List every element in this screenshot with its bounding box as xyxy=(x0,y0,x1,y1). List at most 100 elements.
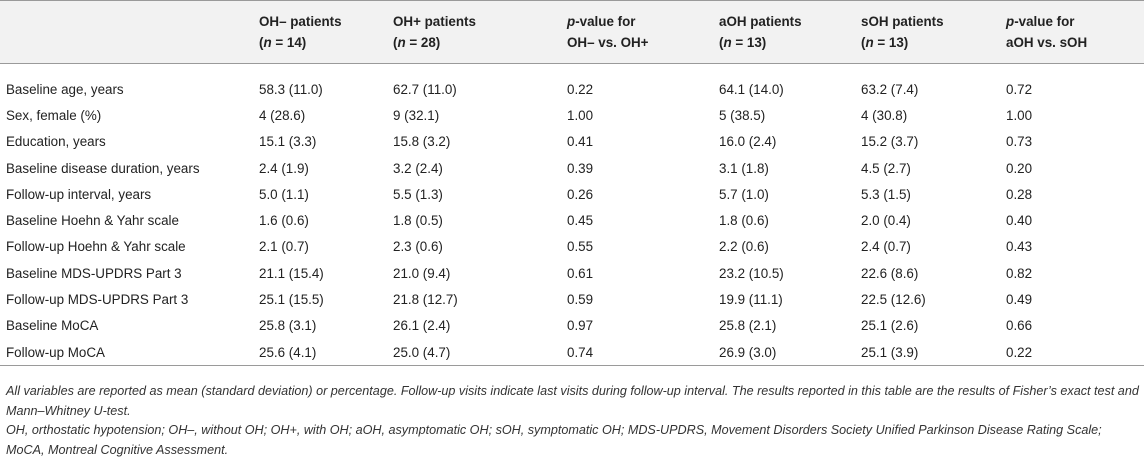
cell-p-aoh-soh: 0.82 xyxy=(1006,265,1033,281)
cell-p-aoh-soh: 0.43 xyxy=(1006,239,1033,255)
cell-oh-minus: 25.1 (15.5) xyxy=(259,292,324,308)
cell-p-aoh-soh: 0.66 xyxy=(1006,318,1033,334)
cell-oh-plus: 2.3 (0.6) xyxy=(393,239,443,255)
cell-p-oh: 0.61 xyxy=(567,265,594,281)
cell-soh: 63.2 (7.4) xyxy=(861,81,919,97)
cell-p-aoh-soh: 0.73 xyxy=(1006,134,1033,150)
cell-oh-plus: 62.7 (11.0) xyxy=(393,81,457,97)
cell-oh-plus: 26.1 (2.4) xyxy=(393,318,451,334)
cell-aoh: 19.9 (11.1) xyxy=(719,292,783,308)
cell-soh: 15.2 (3.7) xyxy=(861,134,919,150)
header-oh-minus: OH– patients (n = 14) xyxy=(253,0,387,64)
cell-soh: 5.3 (1.5) xyxy=(861,186,911,202)
cell-p-aoh-soh: 0.40 xyxy=(1006,213,1033,229)
header-variable xyxy=(0,0,253,64)
cell-soh: 4.5 (2.7) xyxy=(861,160,911,176)
cell-aoh: 23.2 (10.5) xyxy=(719,265,784,281)
cell-p-oh: 0.97 xyxy=(567,318,594,334)
cell-aoh: 1.8 (0.6) xyxy=(719,213,769,229)
cell-p-oh: 0.26 xyxy=(567,186,594,202)
cell-p-oh: 1.00 xyxy=(567,107,594,123)
header-soh: sOH patients (n = 13) xyxy=(855,0,1000,64)
cell-oh-plus: 1.8 (0.5) xyxy=(393,213,443,229)
cell-aoh: 3.1 (1.8) xyxy=(719,160,769,176)
footnote-abbreviations: OH, orthostatic hypotension; OH–, withou… xyxy=(6,423,1102,457)
cell-oh-plus: 25.0 (4.7) xyxy=(387,338,561,367)
cell-aoh: 25.8 (2.1) xyxy=(719,318,777,334)
cell-oh-plus: 21.8 (12.7) xyxy=(393,292,458,308)
cell-variable: Follow-up Hoehn & Yahr scale xyxy=(6,239,186,255)
cell-variable: Follow-up interval, years xyxy=(6,186,152,202)
cell-oh-minus: 1.6 (0.6) xyxy=(259,213,309,229)
cell-oh-minus: 25.6 (4.1) xyxy=(253,338,387,367)
cell-p-oh: 0.45 xyxy=(567,213,594,229)
cell-oh-minus: 2.1 (0.7) xyxy=(259,239,309,255)
cell-aoh: 5.7 (1.0) xyxy=(719,186,769,202)
cell-oh-minus: 58.3 (11.0) xyxy=(259,81,323,97)
cell-variable: Baseline disease duration, years xyxy=(6,160,200,176)
table-body: Baseline age, years 58.3 (11.0) 62.7 (11.0… xyxy=(0,64,1144,367)
cell-oh-minus: 4 (28.6) xyxy=(259,107,306,123)
cell-soh: 25.1 (3.9) xyxy=(855,338,1000,367)
table-row: Baseline MDS-UPDRS Part 3 21.1 (15.4) 21.0… xyxy=(0,260,1144,286)
cell-p-oh: 0.41 xyxy=(567,134,594,150)
table-row: Baseline disease duration, years 2.4 (1.9… xyxy=(0,155,1144,181)
cell-p-aoh-soh: 0.49 xyxy=(1006,292,1033,308)
header-aoh: aOH patients (n = 13) xyxy=(713,0,855,64)
table-footnotes: All variables are reported as mean (stan… xyxy=(6,382,1140,460)
cell-aoh: 64.1 (14.0) xyxy=(719,81,784,97)
cell-oh-plus: 21.0 (9.4) xyxy=(393,265,451,281)
cell-soh: 2.0 (0.4) xyxy=(861,213,911,229)
table-row: Follow-up Hoehn & Yahr scale 2.1 (0.7) 2.3… xyxy=(0,234,1144,260)
table-row: Follow-up MoCA 25.6 (4.1) 25.0 (4.7) 0.74 26… xyxy=(0,338,1144,367)
cell-variable: Education, years xyxy=(6,134,106,150)
table-header-row: OH– patients (n = 14) OH+ patients (n = … xyxy=(0,0,1144,64)
cell-oh-plus: 9 (32.1) xyxy=(393,107,440,123)
cell-variable: Baseline MDS-UPDRS Part 3 xyxy=(6,265,182,281)
cell-aoh: 26.9 (3.0) xyxy=(713,338,855,367)
cell-p-oh: 0.39 xyxy=(567,160,594,176)
header-oh-plus: OH+ patients (n = 28) xyxy=(387,0,561,64)
cell-p-oh: 0.22 xyxy=(567,81,594,97)
cell-oh-minus: 5.0 (1.1) xyxy=(259,186,309,202)
cell-soh: 22.6 (8.6) xyxy=(861,265,919,281)
cell-p-aoh-soh: 1.00 xyxy=(1006,107,1033,123)
table-row: Baseline Hoehn & Yahr scale 1.6 (0.6) 1.8 … xyxy=(0,207,1144,233)
cell-p-oh: 0.55 xyxy=(567,239,594,255)
cell-oh-minus: 21.1 (15.4) xyxy=(259,265,324,281)
cell-p-oh: 0.59 xyxy=(567,292,594,308)
table-row: Education, years 15.1 (3.3) 15.8 (3.2) 0.41… xyxy=(0,129,1144,155)
cell-oh-minus: 2.4 (1.9) xyxy=(259,160,309,176)
cell-soh: 25.1 (2.6) xyxy=(861,318,919,334)
cell-oh-plus: 15.8 (3.2) xyxy=(393,134,451,150)
cell-oh-plus: 3.2 (2.4) xyxy=(393,160,443,176)
cell-oh-plus: 5.5 (1.3) xyxy=(393,186,443,202)
table-row: Follow-up MDS-UPDRS Part 3 25.1 (15.5) 21.… xyxy=(0,286,1144,312)
cell-variable: Baseline MoCA xyxy=(6,318,99,334)
cell-oh-minus: 15.1 (3.3) xyxy=(259,134,317,150)
cell-p-oh: 0.74 xyxy=(561,338,713,367)
cell-aoh: 16.0 (2.4) xyxy=(719,134,777,150)
cell-p-aoh-soh: 0.72 xyxy=(1006,81,1033,97)
cell-variable: Baseline Hoehn & Yahr scale xyxy=(6,213,179,229)
cell-variable: Follow-up MDS-UPDRS Part 3 xyxy=(6,292,189,308)
cell-variable: Follow-up MoCA xyxy=(0,338,253,367)
cell-soh: 22.5 (12.6) xyxy=(861,292,926,308)
footnote-methods: All variables are reported as mean (stan… xyxy=(6,384,1139,418)
cell-p-aoh-soh: 0.28 xyxy=(1006,186,1033,202)
cell-aoh: 5 (38.5) xyxy=(719,107,766,123)
cell-aoh: 2.2 (0.6) xyxy=(719,239,769,255)
cell-variable: Sex, female (%) xyxy=(6,107,102,123)
cell-variable: Baseline age, years xyxy=(6,81,124,97)
table-row: Baseline MoCA 25.8 (3.1) 26.1 (2.4) 0.97 25.… xyxy=(0,313,1144,339)
cell-soh: 2.4 (0.7) xyxy=(861,239,911,255)
header-p-aoh-soh: p-value for aOH vs. sOH xyxy=(1000,0,1144,64)
demographics-table: OH– patients (n = 14) OH+ patients (n = … xyxy=(0,0,1144,367)
cell-p-aoh-soh: 0.22 xyxy=(1000,338,1144,367)
cell-p-aoh-soh: 0.20 xyxy=(1006,160,1033,176)
table-row: Follow-up interval, years 5.0 (1.1) 5.5 (1… xyxy=(0,181,1144,207)
header-p-oh: p-value for OH– vs. OH+ xyxy=(561,0,713,64)
cell-oh-minus: 25.8 (3.1) xyxy=(259,318,317,334)
cell-soh: 4 (30.8) xyxy=(861,107,908,123)
